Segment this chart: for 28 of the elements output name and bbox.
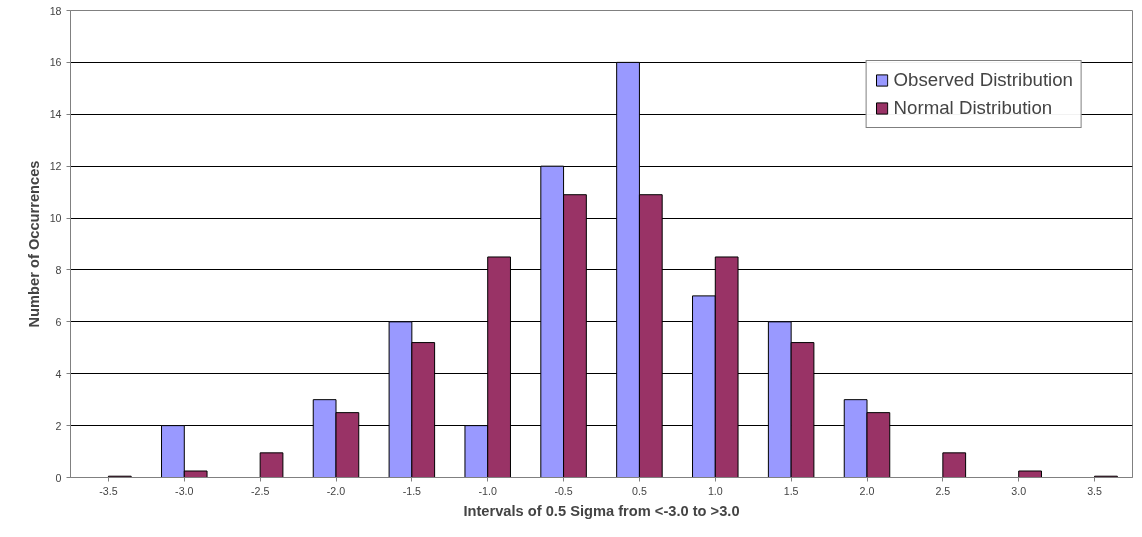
legend-label: Normal Distribution [893,97,1053,119]
x-tick-label: -1.0 [478,484,497,497]
y-tick-label: 0 [55,471,62,484]
y-axis-title: Number of Occurrences [25,160,42,328]
x-tick-label: 1.5 [783,484,799,497]
x-tick-label: -2.5 [250,484,270,497]
y-tick-label: 16 [49,56,62,69]
x-tick-label: 3.0 [1011,484,1027,497]
y-tick-label: 14 [49,108,62,121]
x-tick-label: -1.5 [402,484,422,497]
x-tick-label: 3.5 [1087,484,1103,497]
x-axis-title: Intervals of 0.5 Sigma from <-3.0 to >3.0 [463,502,740,519]
y-tick-label: 6 [55,315,62,328]
y-tick-label: 4 [55,367,62,380]
x-tick-label: -0.5 [554,484,573,497]
legend-label: Observed Distribution [893,69,1073,91]
x-tick-label: -2.0 [326,484,346,497]
x-tick-label: 1.0 [707,484,723,497]
x-tick-label: 2.5 [935,484,951,497]
x-tick-label: 0.5 [632,484,647,497]
y-tick-label: 8 [55,263,62,276]
x-tick-label: -3.0 [175,484,194,497]
x-tick-label: 2.0 [859,484,875,497]
y-tick-label: 12 [49,160,62,173]
x-tick-label: -3.5 [99,484,118,497]
y-tick-label: 2 [55,419,62,432]
y-tick-label: 10 [49,212,62,225]
y-tick-label: 18 [49,4,62,17]
